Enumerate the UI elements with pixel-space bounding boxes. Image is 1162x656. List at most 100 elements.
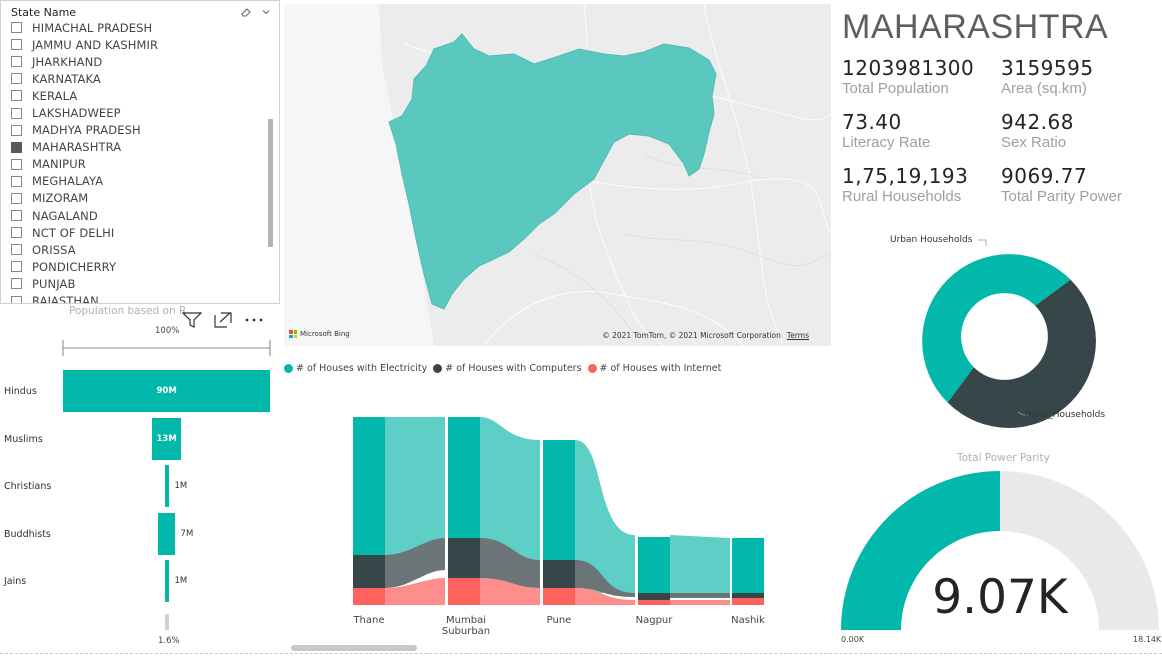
x-axis-label-line: Thane xyxy=(353,615,385,626)
ribbon-internet-4 xyxy=(670,600,730,605)
x-axis-label: Mumbai Suburban xyxy=(426,615,506,637)
gauge-title: Total Power Parity xyxy=(957,452,1050,464)
kpi-label: Rural Households xyxy=(842,188,962,205)
kpi-value: 9069.77 xyxy=(1001,164,1088,188)
chevron-down-icon[interactable] xyxy=(259,5,273,19)
state-slicer[interactable]: State Name HIMACHAL PRADESH JAMMU AND KAS… xyxy=(0,0,280,304)
checkbox[interactable] xyxy=(11,22,22,34)
slicer-item[interactable]: NAGALAND xyxy=(11,207,269,224)
checkbox[interactable] xyxy=(11,141,22,153)
religion-label: Buddhists xyxy=(4,529,51,540)
ribbon-internet-3 xyxy=(575,588,635,605)
legend-label: # of Houses with Computers xyxy=(445,363,582,374)
slicer-title: State Name xyxy=(11,5,77,19)
slicer-item[interactable]: JAMMU AND KASHMIR xyxy=(11,36,269,53)
kpi-label: Sex Ratio xyxy=(1001,134,1067,151)
slicer-item-label: ORISSA xyxy=(32,242,76,257)
focus-mode-icon[interactable] xyxy=(213,311,233,333)
checkbox[interactable] xyxy=(11,56,22,68)
slicer-item[interactable]: JHARKHAND xyxy=(11,53,269,70)
visual-header-icons xyxy=(181,311,264,333)
checkbox[interactable] xyxy=(11,192,22,204)
slicer-item[interactable]: MADHYA PRADESH xyxy=(11,122,269,139)
legend-item[interactable]: # of Houses with Electricity xyxy=(284,363,427,374)
slicer-item[interactable]: KERALA xyxy=(11,87,269,104)
slicer-item-label: JAMMU AND KASHMIR xyxy=(32,37,159,52)
slicer-scrollbar[interactable] xyxy=(268,119,273,247)
map-canvas xyxy=(284,4,831,346)
donut-rural-label: Rural_Households xyxy=(1025,410,1106,420)
x-axis-label-line: Pune xyxy=(546,615,572,626)
checkbox[interactable] xyxy=(11,39,22,51)
legend-item[interactable]: # of Houses with Internet xyxy=(587,363,721,374)
checkbox[interactable] xyxy=(11,90,22,102)
religion-bar[interactable] xyxy=(164,465,169,507)
filter-icon[interactable] xyxy=(181,311,203,333)
religion-chart-title: Population based on R xyxy=(69,305,187,317)
kpi-label: Total Parity Power xyxy=(1001,188,1122,205)
slicer-item[interactable]: KARNATAKA xyxy=(11,70,269,87)
ribbon-legend: # of Houses with Electricity # of Houses … xyxy=(284,363,721,374)
legend-item[interactable]: # of Houses with Computers xyxy=(433,363,582,374)
legend-dot xyxy=(433,364,443,373)
checkbox[interactable] xyxy=(11,124,22,136)
slicer-item[interactable]: HIMACHAL PRADESH xyxy=(11,19,269,36)
state-map[interactable]: Microsoft Bing © 2021 TomTom, © 2021 Mic… xyxy=(284,4,831,346)
religion-value: 1M xyxy=(174,481,188,491)
eraser-icon[interactable] xyxy=(239,5,253,19)
checkbox[interactable] xyxy=(11,278,22,290)
slicer-item[interactable]: LAKSHADWEEP xyxy=(11,104,269,121)
slicer-item-label: NAGALAND xyxy=(32,208,98,223)
religion-bar[interactable] xyxy=(164,560,169,602)
slicer-item[interactable]: RAJASTHAN xyxy=(11,293,269,303)
legend-label: # of Houses with Electricity xyxy=(296,363,428,374)
slicer-item[interactable]: PUNJAB xyxy=(11,275,269,292)
ribbon-electricity-2 xyxy=(480,417,540,560)
kpi-value: 1203981300 xyxy=(842,56,975,80)
checkbox[interactable] xyxy=(11,210,22,222)
checkbox[interactable] xyxy=(11,261,22,273)
religion-bar[interactable] xyxy=(63,370,270,412)
page-bottom-border xyxy=(0,653,1162,654)
column-thane xyxy=(353,417,385,605)
slicer-item[interactable]: MEGHALAYA xyxy=(11,173,269,190)
checkbox[interactable] xyxy=(11,295,22,303)
x-axis-label-line: Nashik xyxy=(731,615,765,626)
x-axis-label: Nashik xyxy=(708,615,788,626)
legend-dot xyxy=(587,364,597,373)
religion-bar[interactable] xyxy=(158,513,175,555)
more-options-icon[interactable] xyxy=(244,311,264,333)
gauge-min-label: 0.00K xyxy=(841,635,865,644)
households-donut[interactable] xyxy=(900,232,1100,432)
religion-value: 13M xyxy=(156,434,177,444)
ribbon-scrollbar[interactable] xyxy=(291,645,417,651)
ribbon-chart[interactable] xyxy=(350,410,770,610)
religion-label: Muslims xyxy=(4,434,43,445)
slicer-item-label: PONDICHERRY xyxy=(32,259,117,274)
religion-bar[interactable] xyxy=(151,418,182,460)
slicer-item[interactable]: MAHARASHTRA xyxy=(11,139,269,156)
donut-urban-label: Urban Households xyxy=(890,235,973,245)
legend-dot xyxy=(284,364,293,373)
religion-label: Hindus xyxy=(4,386,37,397)
checkbox[interactable] xyxy=(11,158,22,170)
slicer-item-label: HIMACHAL PRADESH xyxy=(32,20,153,35)
slicer-item[interactable]: NCT OF DELHI xyxy=(11,224,269,241)
checkbox[interactable] xyxy=(11,227,22,239)
map-terms-link[interactable]: Terms xyxy=(786,331,809,340)
slicer-item[interactable]: ORISSA xyxy=(11,241,269,258)
slicer-item[interactable]: PONDICHERRY xyxy=(11,258,269,275)
slicer-item[interactable]: MANIPUR xyxy=(11,156,269,173)
checkbox[interactable] xyxy=(11,244,22,256)
checkbox[interactable] xyxy=(11,175,22,187)
power-parity-gauge[interactable] xyxy=(838,468,1162,633)
x-axis-label: Thane xyxy=(329,615,409,626)
checkbox[interactable] xyxy=(11,107,22,119)
x-axis-label: Pune xyxy=(519,615,599,626)
checkbox[interactable] xyxy=(11,73,22,85)
kpi-card: 942.68 Sex Ratio xyxy=(1001,110,1161,151)
religion-label: Jains xyxy=(4,576,27,587)
slicer-item-label: KARNATAKA xyxy=(32,71,101,86)
donut-rural-slice xyxy=(947,279,1096,428)
slicer-item[interactable]: MIZORAM xyxy=(11,190,269,207)
